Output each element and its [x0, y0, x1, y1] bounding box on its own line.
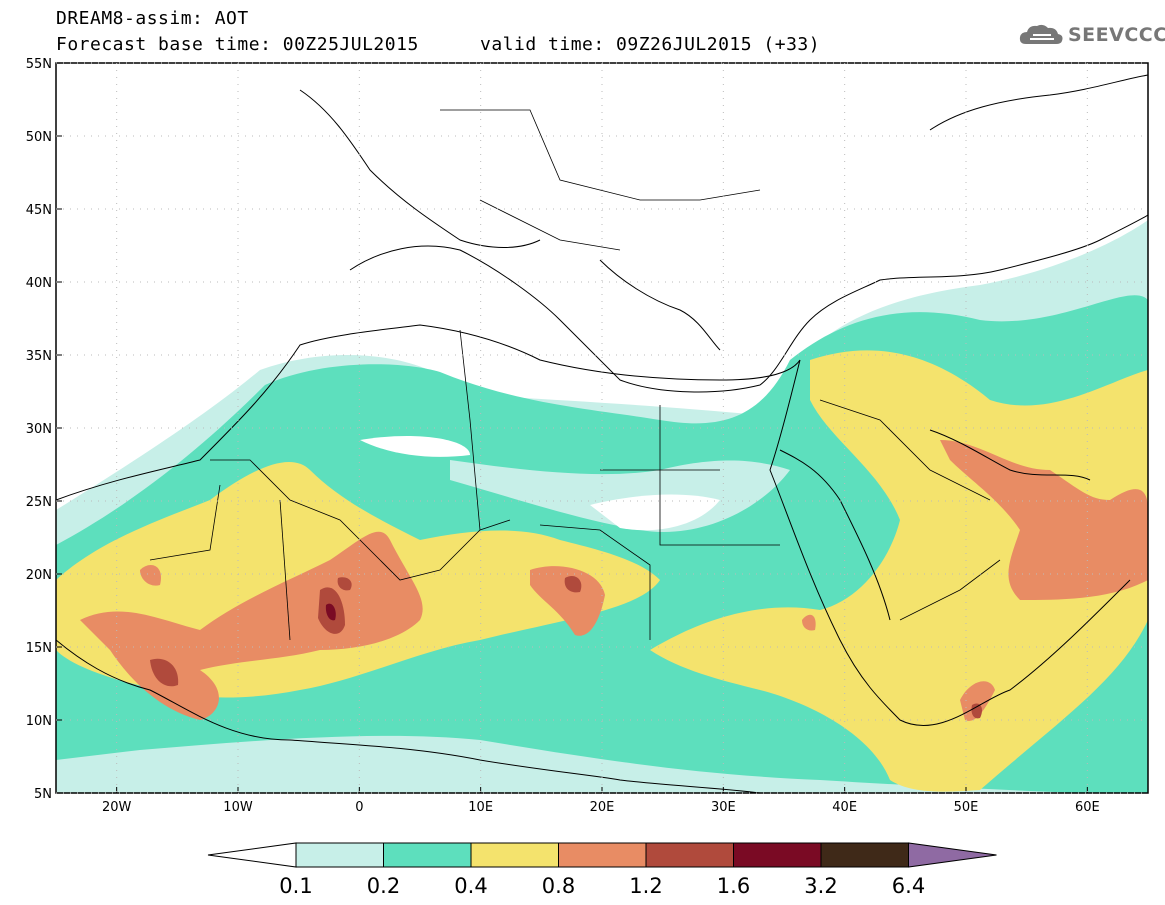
- lon-tick-label: 40E: [832, 800, 857, 815]
- aot-field-0.8-east: [940, 440, 1148, 600]
- colorbar: 0.1 0.2 0.4 0.8 1.2 1.6 3.2 6.4: [207, 842, 997, 898]
- lat-tick-label: 10N: [26, 714, 52, 729]
- lon-tick-label: 10E: [468, 800, 493, 815]
- lon-tick-label: 30E: [711, 800, 736, 815]
- lon-tick-label: 20E: [590, 800, 615, 815]
- lat-tick-label: 45N: [26, 203, 52, 218]
- colorbar-low-arrow: [207, 842, 297, 868]
- lon-tick-label: 10W: [223, 800, 253, 815]
- colorbar-label: 0.4: [454, 874, 487, 898]
- colorbar-swatch: [820, 842, 909, 868]
- valid-time: valid time: 09Z26JUL2015 (+33): [480, 34, 821, 55]
- lat-tick-label: 55N: [26, 57, 52, 72]
- logo-text: SEEVCCC: [1068, 24, 1165, 46]
- colorbar-swatch: [558, 842, 647, 868]
- aot-field-1.6: [325, 603, 336, 621]
- lat-tick-label: 30N: [26, 422, 52, 437]
- colorbar-high-arrow: [908, 842, 997, 868]
- lat-tick-label: 40N: [26, 276, 52, 291]
- coastlines: [56, 74, 1148, 793]
- colorbar-label: 0.2: [367, 874, 400, 898]
- country-borders: [149, 109, 1001, 641]
- colorbar-swatch: [383, 842, 472, 868]
- aot-field-0.4-east: [650, 350, 1148, 792]
- lon-tick-label: 20W: [102, 800, 132, 815]
- lon-tick-label: 0: [355, 800, 363, 815]
- colorbar-swatch: [645, 842, 734, 868]
- lat-tick-label: 15N: [26, 641, 52, 656]
- colorbar-label: 0.1: [279, 874, 312, 898]
- chart-title: DREAM8-assim: AOT: [56, 8, 249, 29]
- colorbar-swatch: [733, 842, 822, 868]
- colorbar-label: 3.2: [804, 874, 837, 898]
- colorbar-swatch: [295, 842, 384, 868]
- longitude-axis: 20W 10W 0 10E 20E 30E 40E 50E 60E: [102, 63, 1100, 815]
- colorbar-label: 0.8: [542, 874, 575, 898]
- colorbar-label: 1.6: [717, 874, 750, 898]
- lat-tick-label: 25N: [26, 495, 52, 510]
- colorbar-swatch: [470, 842, 559, 868]
- colorbar-label: 6.4: [892, 874, 925, 898]
- seevccc-logo: SEEVCCC: [1018, 22, 1165, 48]
- lat-tick-label: 20N: [26, 568, 52, 583]
- lat-tick-label: 5N: [34, 787, 52, 802]
- lat-tick-label: 50N: [26, 130, 52, 145]
- cloud-icon: [1019, 24, 1063, 44]
- lat-tick-label: 35N: [26, 349, 52, 364]
- forecast-base-time: Forecast base time: 00Z25JUL2015: [56, 34, 419, 55]
- colorbar-label: 1.2: [629, 874, 662, 898]
- lon-tick-label: 50E: [954, 800, 979, 815]
- lon-tick-label: 60E: [1075, 800, 1100, 815]
